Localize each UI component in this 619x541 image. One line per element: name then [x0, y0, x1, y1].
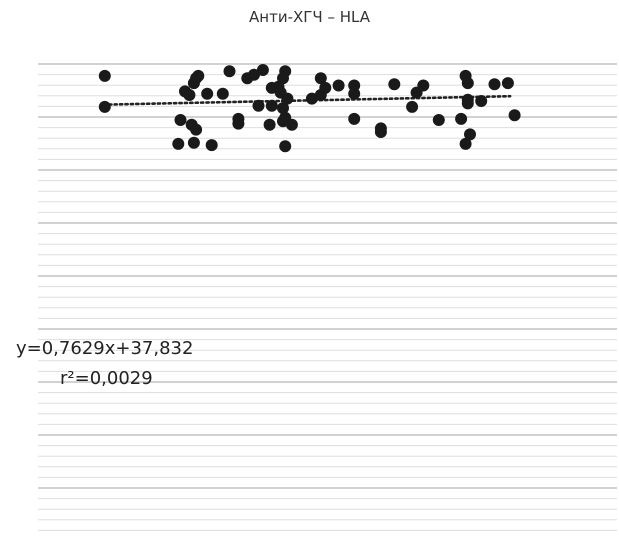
data-point — [187, 136, 200, 149]
data-point — [475, 95, 488, 107]
chart-title: Анти-ХГЧ – HLA — [249, 8, 370, 26]
data-point — [252, 99, 265, 112]
data-point — [455, 112, 468, 125]
data-point — [459, 69, 472, 82]
data-point — [374, 126, 387, 138]
data-point — [223, 65, 236, 78]
data-point — [205, 139, 218, 152]
data-point — [348, 87, 361, 100]
data-point — [172, 137, 185, 150]
data-point — [281, 92, 294, 105]
data-point — [501, 77, 514, 90]
data-point — [190, 123, 203, 136]
data-point — [256, 64, 269, 76]
data-point — [348, 112, 361, 125]
data-point — [263, 118, 276, 131]
data-point — [248, 68, 260, 81]
data-point — [279, 65, 292, 78]
trendline-equation: y=0,7629x+37,832 — [16, 338, 194, 359]
data-point — [285, 118, 298, 131]
trendline-r-squared: r²=0,0029 — [60, 368, 153, 389]
data-point — [332, 79, 345, 92]
data-point — [232, 117, 245, 130]
data-point — [508, 109, 521, 122]
data-point — [461, 97, 474, 110]
data-point — [459, 137, 472, 150]
data-point — [183, 89, 196, 101]
data-point — [348, 79, 361, 92]
data-point — [388, 78, 401, 91]
data-point — [432, 114, 445, 126]
data-point — [201, 87, 214, 100]
data-point — [174, 114, 187, 126]
data-point — [319, 81, 332, 94]
data-point — [406, 100, 419, 113]
gridlines — [38, 63, 617, 531]
data-point — [98, 100, 111, 113]
data-point — [98, 69, 111, 82]
data-point — [314, 72, 327, 85]
data-points — [98, 64, 521, 153]
data-point — [216, 87, 229, 100]
data-point — [190, 72, 203, 85]
data-point — [265, 99, 278, 112]
data-point — [277, 102, 289, 115]
data-point — [279, 140, 292, 153]
data-point — [488, 78, 501, 91]
data-point — [464, 128, 476, 141]
data-point — [417, 79, 430, 92]
